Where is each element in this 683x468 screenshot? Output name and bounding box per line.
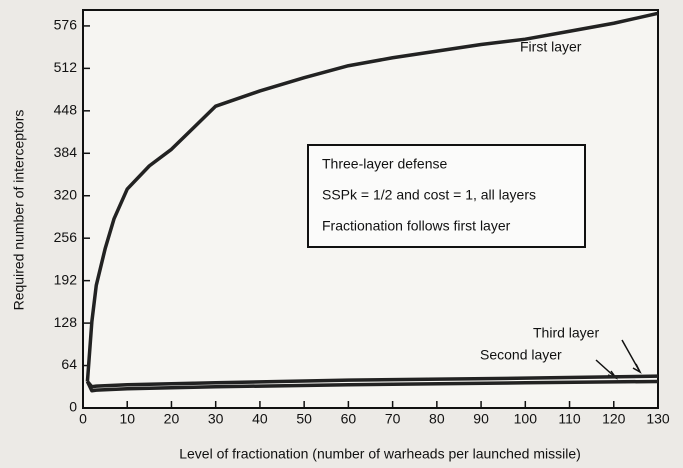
annotation-box xyxy=(307,144,586,248)
x-tick-label: 10 xyxy=(119,411,135,427)
annotation: Fractionation follows first layer xyxy=(322,218,511,234)
y-tick-label: 192 xyxy=(54,271,78,287)
x-tick-label: 0 xyxy=(79,411,87,427)
x-tick-label: 70 xyxy=(385,411,401,427)
arrowhead xyxy=(632,363,642,374)
x-tick-label: 60 xyxy=(341,411,357,427)
y-tick-label: 512 xyxy=(54,59,78,75)
annotation: Three-layer defense xyxy=(322,156,448,172)
annotation: SSPk = 1/2 and cost = 1, all layers xyxy=(322,187,536,203)
x-tick-label: 90 xyxy=(473,411,489,427)
annotation: First layer xyxy=(520,39,582,55)
series-line xyxy=(86,374,659,389)
x-tick-label: 100 xyxy=(514,411,538,427)
x-tick-label: 110 xyxy=(558,411,581,427)
y-tick-label: 128 xyxy=(54,314,78,330)
y-tick-label: 384 xyxy=(54,144,78,160)
x-tick-label: 20 xyxy=(164,411,180,427)
series-line xyxy=(85,379,659,393)
x-tick-label: 80 xyxy=(429,411,445,427)
arrow xyxy=(595,359,617,379)
annotation: Second layer xyxy=(480,347,562,363)
y-tick-label: 0 xyxy=(69,399,77,415)
series-line xyxy=(85,11,659,382)
y-tick-label: 576 xyxy=(54,17,78,33)
x-tick-label: 50 xyxy=(296,411,312,427)
x-axis-label: Level of fractionation (number of warhea… xyxy=(179,446,581,462)
x-tick-label: 130 xyxy=(646,411,670,427)
y-tick-label: 256 xyxy=(54,229,78,245)
x-tick-label: 40 xyxy=(252,411,268,427)
x-tick-label: 120 xyxy=(602,411,626,427)
x-tick-label: 30 xyxy=(208,411,224,427)
y-axis-label: Required number of interceptors xyxy=(11,110,27,311)
y-tick-label: 448 xyxy=(54,102,78,118)
annotation: Third layer xyxy=(533,325,599,341)
y-tick-label: 64 xyxy=(61,356,77,372)
y-tick-label: 320 xyxy=(54,186,78,202)
